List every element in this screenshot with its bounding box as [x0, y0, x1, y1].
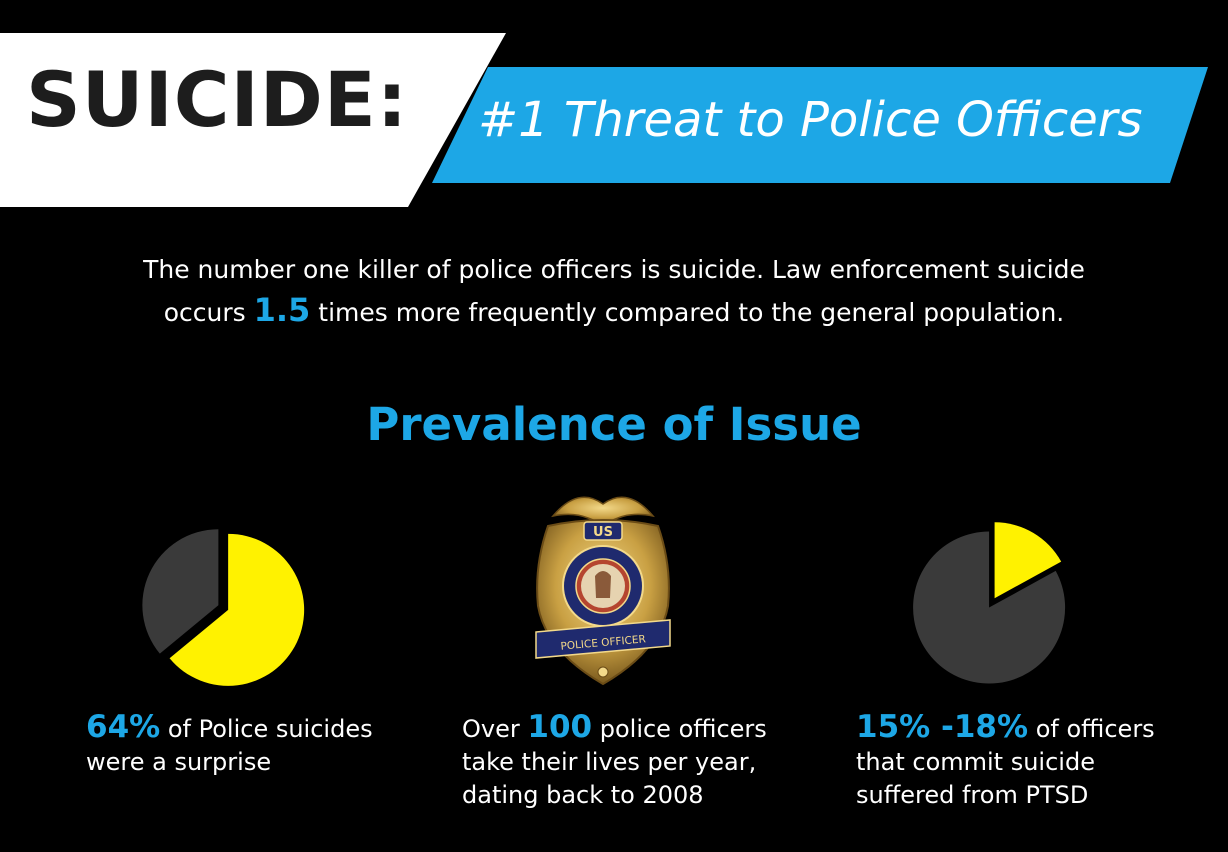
stat-surprise: 64% of Police suicides were a surprise — [86, 711, 373, 779]
pie-surprise-other-slice — [142, 529, 219, 654]
stat-ptsd-text: of officers — [1035, 715, 1155, 743]
stat-per-year-line-1: Over 100 police officers — [462, 711, 767, 746]
intro-highlight-number: 1.5 — [253, 291, 311, 329]
pie-chart-ptsd — [913, 522, 1066, 684]
stat-per-year-line-2: take their lives per year, — [462, 748, 757, 776]
badge-top-text: US — [593, 525, 613, 540]
stat-surprise-line-2: were a surprise — [86, 748, 272, 776]
intro-line-2: occurs 1.5 times more frequently compare… — [60, 290, 1168, 333]
section-title: Prevalence of Issue — [366, 398, 862, 451]
stat-per-year-before: Over — [462, 715, 520, 743]
stat-ptsd-number: 15% -18% — [856, 709, 1029, 745]
stat-per-year-line-3: dating back to 2008 — [462, 781, 704, 809]
stat-ptsd-line-1: 15% -18% of officers — [856, 711, 1155, 746]
stat-surprise-number: 64% — [86, 709, 161, 745]
intro-line-2-before: occurs — [163, 298, 246, 327]
stat-ptsd-line-2: that commit suicide — [856, 748, 1095, 776]
stat-per-year-text: police officers — [599, 715, 767, 743]
pie-ptsd-other-slice — [913, 531, 1066, 684]
intro-line-1: The number one killer of police officers… — [143, 255, 1085, 284]
title-main-word: SUICIDE: — [26, 55, 409, 144]
title-banner-white — [0, 33, 506, 207]
pie-surprise-highlight-slice — [169, 533, 305, 686]
pie-ptsd-highlight-slice — [994, 522, 1062, 599]
intro-line-2-after: times more frequently compared to the ge… — [318, 298, 1065, 327]
stat-surprise-text: of Police suicides — [167, 715, 373, 743]
stat-per-year-number: 100 — [527, 709, 593, 745]
title-subtitle: #1 Threat to Police Officers — [478, 92, 1143, 148]
police-badge-icon: US POLICE OFFICER — [535, 496, 671, 686]
stat-per-year: Over 100 police officers take their live… — [462, 711, 767, 812]
stat-surprise-line-1: 64% of Police suicides — [86, 711, 373, 746]
intro-paragraph: The number one killer of police officers… — [60, 250, 1168, 333]
stat-ptsd-line-3: suffered from PTSD — [856, 781, 1089, 809]
stat-ptsd: 15% -18% of officers that commit suicide… — [856, 711, 1155, 812]
pie-chart-surprise — [142, 529, 305, 686]
title-banner-blue — [432, 67, 1208, 183]
